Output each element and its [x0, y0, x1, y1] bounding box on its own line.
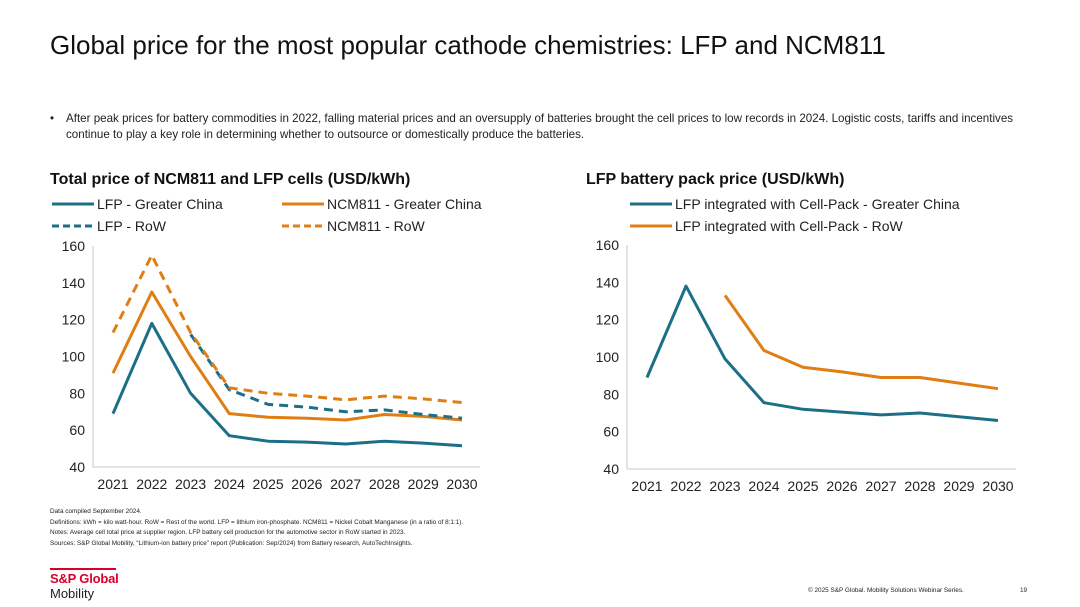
legend-swatch	[630, 224, 672, 228]
x-tick-label: 2028	[904, 478, 935, 494]
x-tick-label: 2026	[291, 476, 322, 492]
y-tick-label: 60	[603, 424, 619, 440]
chart-title-pack: LFP battery pack price (USD/kWh)	[586, 171, 845, 188]
footnote-sources: Sources: S&P Global Mobility, “Lithium-i…	[50, 539, 413, 547]
x-tick-label: 2022	[136, 476, 167, 492]
slide-title: Global price for the most popular cathod…	[50, 30, 886, 60]
footnote-date: Data compiled September 2024.	[50, 508, 142, 515]
y-tick-label: 80	[69, 385, 85, 401]
x-tick-label: 2030	[982, 478, 1013, 494]
series-line-lfp-row	[189, 333, 463, 420]
bullet-text: After peak prices for battery commoditie…	[66, 112, 1014, 141]
y-tick-label: 100	[596, 349, 620, 365]
legend-pack-greater-china: LFP integrated with Cell-Pack - Greater …	[630, 195, 960, 213]
series-line-lfp-greater-china	[111, 321, 463, 448]
x-tick-label: 2027	[330, 476, 361, 492]
y-tick-label: 160	[596, 237, 620, 253]
series-line-lfp-integrated-with-cell-pack-row	[723, 294, 999, 391]
y-tick-label: 140	[596, 274, 620, 290]
legend-label: NCM811 - RoW	[327, 218, 425, 234]
y-tick-label: 120	[596, 312, 620, 328]
x-tick-label: 2024	[214, 476, 245, 492]
bullet-point: • After peak prices for battery commodit…	[50, 111, 1035, 143]
chart-title-cells: Total price of NCM811 and LFP cells (USD…	[50, 171, 411, 188]
legend-label: NCM811 - Greater China	[327, 196, 482, 212]
x-tick-label: 2028	[369, 476, 400, 492]
x-tick-label: 2029	[943, 478, 974, 494]
sp-global-logo: S&P Global Mobility	[50, 568, 119, 601]
x-tick-label: 2023	[709, 478, 740, 494]
logo-bar	[50, 568, 116, 570]
footnote-definitions: Definitions: kWh = kilo watt-hour. RoW =…	[50, 518, 464, 526]
y-tick-label: 120	[62, 312, 86, 328]
x-tick-label: 2027	[865, 478, 896, 494]
logo-top: S&P Global	[50, 571, 119, 586]
legend-label: LFP - RoW	[97, 218, 166, 234]
x-tick-label: 2030	[446, 476, 477, 492]
legend-swatch	[282, 224, 324, 228]
copyright: © 2025 S&P Global. Mobility Solutions We…	[808, 587, 964, 594]
x-tick-label: 2021	[97, 476, 128, 492]
series-line-lfp-integrated-with-cell-pack-greater-china	[645, 284, 999, 422]
x-tick-label: 2023	[175, 476, 206, 492]
legend-swatch	[282, 202, 324, 206]
y-tick-label: 140	[62, 275, 86, 291]
legend-swatch	[52, 224, 94, 228]
legend-label: LFP - Greater China	[97, 196, 223, 212]
x-tick-label: 2022	[670, 478, 701, 494]
bullet-dot: •	[50, 112, 55, 125]
y-tick-label: 80	[603, 386, 619, 402]
y-tick-label: 100	[62, 349, 86, 365]
x-tick-label: 2024	[748, 478, 779, 494]
logo-bottom: Mobility	[50, 586, 95, 601]
y-tick-label: 40	[69, 459, 85, 475]
legend-pack-row: LFP integrated with Cell-Pack - RoW	[630, 217, 903, 235]
legend-ncm811-greater-china: NCM811 - Greater China	[282, 195, 482, 213]
x-tick-label: 2021	[631, 478, 662, 494]
page-number: 19	[1020, 587, 1028, 594]
x-tick-label: 2025	[787, 478, 818, 494]
y-tick-label: 60	[69, 422, 85, 438]
x-tick-label: 2029	[408, 476, 439, 492]
footnote-notes: Notes: Average cell total price at suppl…	[50, 529, 406, 536]
legend-swatch	[52, 202, 94, 206]
legend-swatch	[630, 202, 672, 206]
legend-label: LFP integrated with Cell-Pack - Greater …	[675, 196, 960, 212]
y-tick-label: 160	[62, 238, 86, 254]
legend-lfp-row: LFP - RoW	[52, 217, 166, 235]
x-tick-label: 2025	[253, 476, 284, 492]
legend-lfp-greater-china: LFP - Greater China	[52, 195, 223, 213]
series-line-ncm811-greater-china	[111, 290, 463, 422]
y-tick-label: 40	[603, 461, 619, 477]
x-tick-label: 2026	[826, 478, 857, 494]
legend-ncm811-row: NCM811 - RoW	[282, 217, 425, 235]
legend-label: LFP integrated with Cell-Pack - RoW	[675, 218, 903, 234]
footnotes: Data compiled September 2024. Definition…	[50, 507, 463, 549]
